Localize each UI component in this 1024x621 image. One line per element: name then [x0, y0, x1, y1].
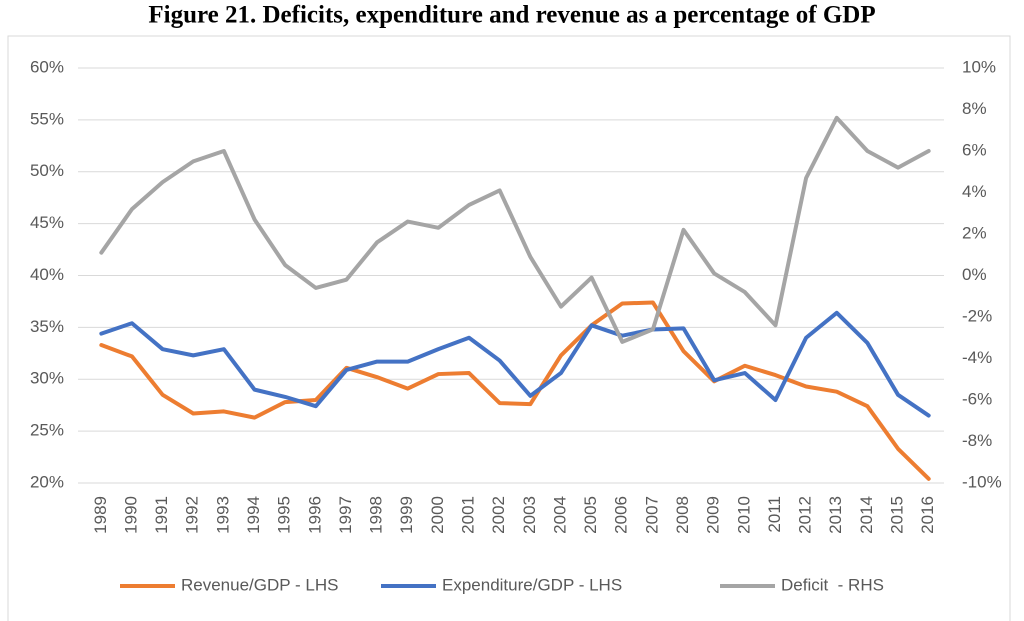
y-tick-label: 25% [30, 421, 64, 440]
x-tick-label: 1993 [213, 496, 232, 534]
series-line [99, 115, 931, 344]
y2-tick-label: 0% [962, 265, 987, 284]
x-tick-label: 2005 [581, 496, 600, 534]
x-tick-label: 1997 [336, 496, 355, 534]
x-tick-label: 2014 [857, 496, 876, 534]
y2-tick-label: 10% [962, 57, 996, 76]
x-tick-label: 2010 [734, 496, 753, 534]
x-tick-label: 2001 [459, 496, 478, 534]
y-tick-label: 45% [30, 213, 64, 232]
legend-label: Deficit - RHS [781, 575, 884, 594]
y2-tick-label: -2% [962, 306, 992, 325]
y2-tick-label: -4% [962, 348, 992, 367]
y-tick-label: 30% [30, 369, 64, 388]
x-tick-label: 2015 [888, 496, 907, 534]
y-tick-label: 40% [30, 265, 64, 284]
y-tick-label: 20% [30, 472, 64, 491]
y2-tick-label: -6% [962, 389, 992, 408]
x-tick-label: 1989 [91, 496, 110, 534]
y2-tick-label: -8% [962, 431, 992, 450]
x-tick-label: 1992 [183, 496, 202, 534]
series-line [99, 310, 931, 418]
x-tick-label: 1990 [121, 496, 140, 534]
x-tick-label: 1994 [244, 496, 263, 534]
y-tick-label: 50% [30, 161, 64, 180]
x-tick-label: 1991 [152, 496, 171, 534]
y2-tick-label: 8% [962, 99, 987, 118]
y2-tick-label: -10% [962, 472, 1002, 491]
legend-label: Expenditure/GDP - LHS [442, 575, 622, 594]
x-tick-label: 1995 [275, 496, 294, 534]
y-tick-label: 60% [30, 57, 64, 76]
x-tick-label: 2003 [520, 496, 539, 534]
x-tick-label: 2013 [826, 496, 845, 534]
x-tick-label: 2009 [704, 496, 723, 534]
legend-label: Revenue/GDP - LHS [181, 575, 338, 594]
y2-tick-label: 2% [962, 223, 987, 242]
x-tick-label: 2016 [918, 496, 937, 534]
x-tick-label: 2007 [642, 496, 661, 534]
y2-tick-label: 4% [962, 182, 987, 201]
x-tick-label: 2006 [612, 496, 631, 534]
chart-frame [7, 35, 1011, 621]
x-tick-label: 1998 [367, 496, 386, 534]
y2-tick-label: 6% [962, 140, 987, 159]
x-tick-label: 2011 [765, 496, 784, 533]
y-tick-label: 35% [30, 317, 64, 336]
x-tick-label: 2004 [550, 496, 569, 534]
y-tick-label: 55% [30, 109, 64, 128]
series-line [99, 300, 931, 481]
x-tick-label: 2012 [796, 496, 815, 534]
x-tick-label: 1996 [305, 496, 324, 534]
x-tick-label: 2008 [673, 496, 692, 534]
chart-title: Figure 21. Deficits, expenditure and rev… [148, 2, 875, 29]
x-tick-label: 1999 [397, 496, 416, 534]
x-tick-label: 2000 [428, 496, 447, 534]
x-tick-label: 2002 [489, 496, 508, 534]
